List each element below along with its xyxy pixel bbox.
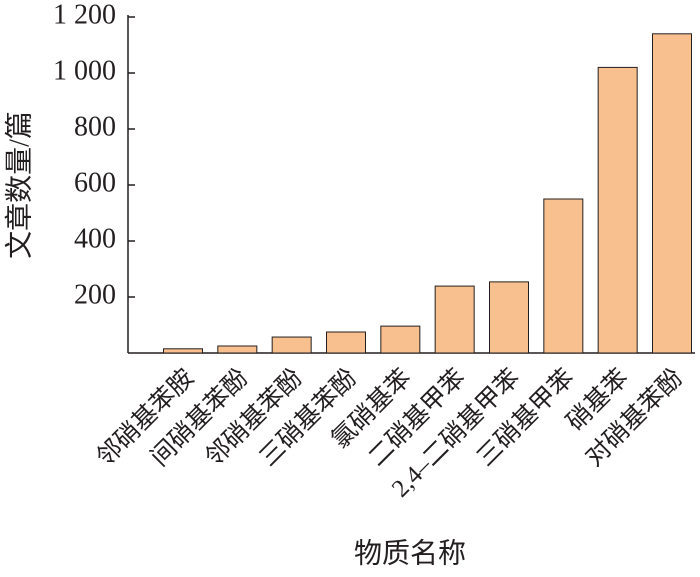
bar <box>434 285 475 354</box>
bar <box>380 325 421 354</box>
y-tick-label: 600 <box>74 167 116 198</box>
y-tick-label: 1 000 <box>53 55 116 86</box>
bar <box>652 33 692 354</box>
bar <box>217 345 258 354</box>
bar <box>489 281 529 354</box>
bar <box>326 331 366 354</box>
x-axis-title: 物质名称 <box>354 537 466 569</box>
y-tick-label: 200 <box>74 279 116 310</box>
y-tick-label: 800 <box>74 111 116 142</box>
bar <box>543 198 584 354</box>
y-axis-title: 文章数量/篇 <box>3 111 35 259</box>
bar <box>271 336 312 354</box>
y-tick-label: 1 200 <box>53 0 116 30</box>
bar <box>163 348 203 354</box>
bar <box>597 66 638 354</box>
y-tick-label: 400 <box>74 223 116 254</box>
